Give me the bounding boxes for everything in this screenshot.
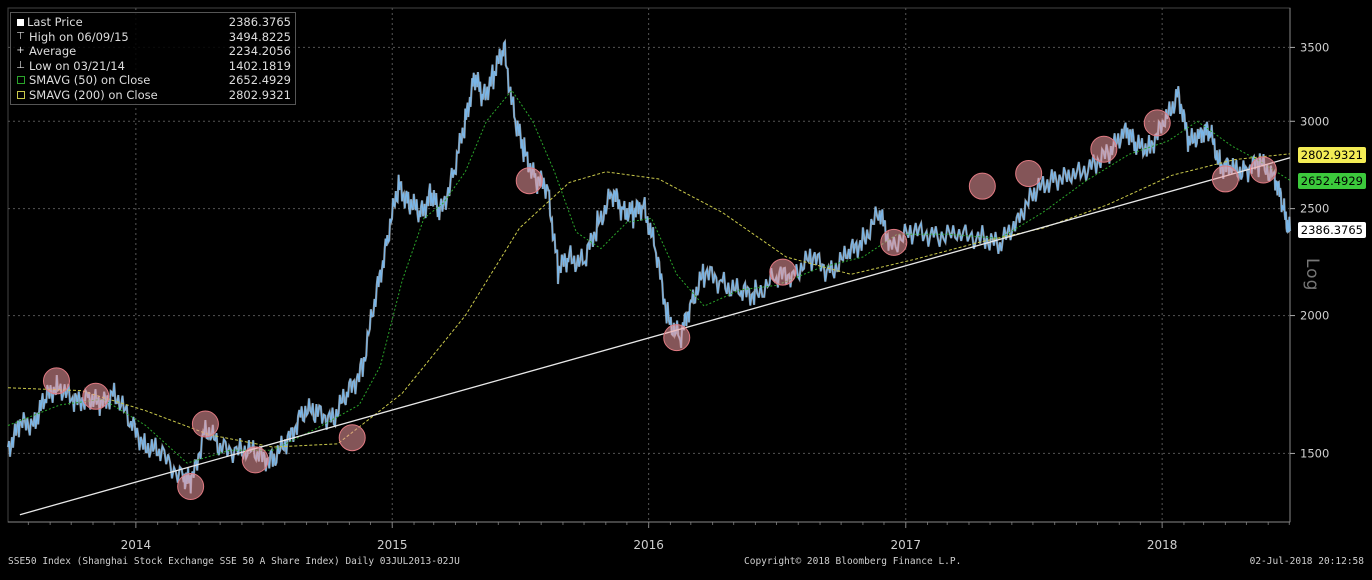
touch-point-circle bbox=[769, 258, 797, 286]
legend-row-sma200: SMAVG (200) on Close 2802.9321 bbox=[15, 88, 291, 103]
touch-point-circle bbox=[241, 446, 269, 474]
touch-point-circle bbox=[1249, 156, 1277, 184]
legend-value: 2802.9321 bbox=[228, 87, 291, 102]
up-tick-icon: ⊤ bbox=[16, 30, 25, 42]
footer-index-description: SSE50 Index (Shanghai Stock Exchange SSE… bbox=[8, 556, 460, 567]
x-tick-label: 2017 bbox=[890, 538, 921, 552]
footer-copyright: Copyright© 2018 Bloomberg Finance L.P. bbox=[744, 556, 962, 567]
sma200-value-badge: 2802.9321 bbox=[1297, 147, 1366, 163]
footer-timestamp: 02-Jul-2018 20:12:58 bbox=[1249, 556, 1364, 567]
touch-point-circle bbox=[338, 424, 366, 452]
y-tick-label: 1500 bbox=[1300, 446, 1329, 460]
legend-label: Average bbox=[29, 44, 77, 58]
plus-icon: + bbox=[16, 45, 25, 56]
box-marker-icon bbox=[17, 18, 24, 26]
x-tick-label: 2015 bbox=[377, 538, 408, 552]
legend: Last Price 2386.3765 ⊤ High on 06/09/15 3… bbox=[10, 12, 296, 105]
touch-point-circle bbox=[177, 472, 205, 500]
legend-value: 2234.2056 bbox=[228, 44, 291, 58]
touch-point-circle bbox=[1143, 109, 1171, 137]
touch-point-circle bbox=[663, 324, 691, 352]
legend-label: High on 06/09/15 bbox=[29, 29, 129, 44]
y-tick-label: 3500 bbox=[1300, 40, 1329, 54]
touch-point-circle bbox=[42, 367, 70, 395]
y-tick-label: 2000 bbox=[1300, 309, 1329, 323]
legend-value: 2652.4929 bbox=[228, 73, 291, 87]
last-price-badge: 2386.3765 bbox=[1297, 222, 1366, 238]
legend-value: 3494.8225 bbox=[228, 29, 291, 44]
legend-value: 1402.1819 bbox=[228, 58, 291, 73]
legend-row-sma50: SMAVG (50) on Close 2652.4929 bbox=[15, 73, 291, 88]
touch-point-circle bbox=[880, 228, 908, 256]
legend-label: Last Price bbox=[27, 15, 83, 29]
legend-label: SMAVG (50) on Close bbox=[29, 73, 151, 87]
touch-point-circle bbox=[968, 172, 996, 200]
green-square-icon bbox=[17, 76, 25, 85]
touch-point-circle bbox=[1211, 165, 1239, 193]
down-tick-icon: ⊥ bbox=[16, 59, 25, 71]
touch-point-circle bbox=[1015, 160, 1043, 188]
legend-label: Low on 03/21/14 bbox=[29, 58, 125, 73]
legend-row-high: ⊤ High on 06/09/15 3494.8225 bbox=[15, 30, 291, 45]
touch-point-circle bbox=[191, 410, 219, 438]
yellow-square-icon bbox=[17, 90, 25, 99]
legend-row-last-price: Last Price 2386.3765 bbox=[15, 15, 291, 30]
x-tick-label: 2014 bbox=[121, 538, 152, 552]
x-tick-label: 2018 bbox=[1147, 538, 1178, 552]
legend-value: 2386.3765 bbox=[228, 15, 291, 29]
touch-point-circle bbox=[515, 167, 543, 195]
trend-line bbox=[19, 157, 1291, 516]
y-tick-label: 3000 bbox=[1300, 114, 1329, 128]
legend-row-average: + Average 2234.2056 bbox=[15, 44, 291, 59]
x-tick-label: 2016 bbox=[633, 538, 664, 552]
sma200-line bbox=[7, 153, 1291, 448]
legend-label: SMAVG (200) on Close bbox=[29, 87, 158, 102]
legend-row-low: ⊥ Low on 03/21/14 1402.1819 bbox=[15, 59, 291, 74]
touch-point-circle bbox=[1090, 135, 1118, 163]
log-scale-label: Log bbox=[1302, 258, 1322, 292]
sma50-value-badge: 2652.4929 bbox=[1297, 173, 1366, 189]
sma50-line bbox=[7, 89, 1291, 464]
y-tick-label: 2500 bbox=[1300, 202, 1329, 216]
touch-point-circle bbox=[82, 382, 110, 410]
